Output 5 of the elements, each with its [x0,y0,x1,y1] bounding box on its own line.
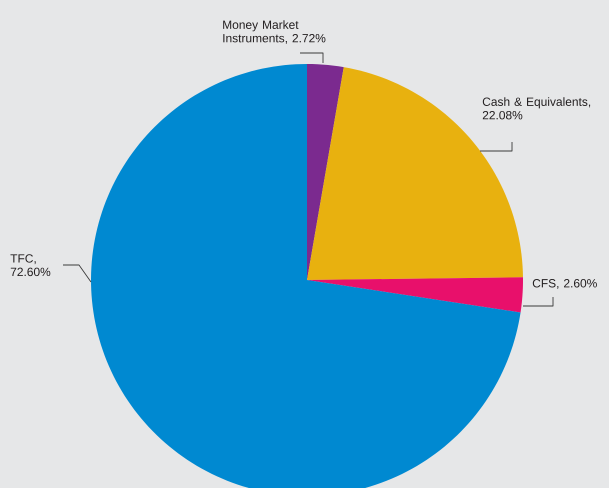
data-label: , 2.60% [557,279,597,289]
data-label: , 72.60% [10,261,50,276]
slice-label: TFC [10,254,33,263]
slice-label: CFS [532,279,556,288]
data-label: , 2.72% [286,34,326,44]
